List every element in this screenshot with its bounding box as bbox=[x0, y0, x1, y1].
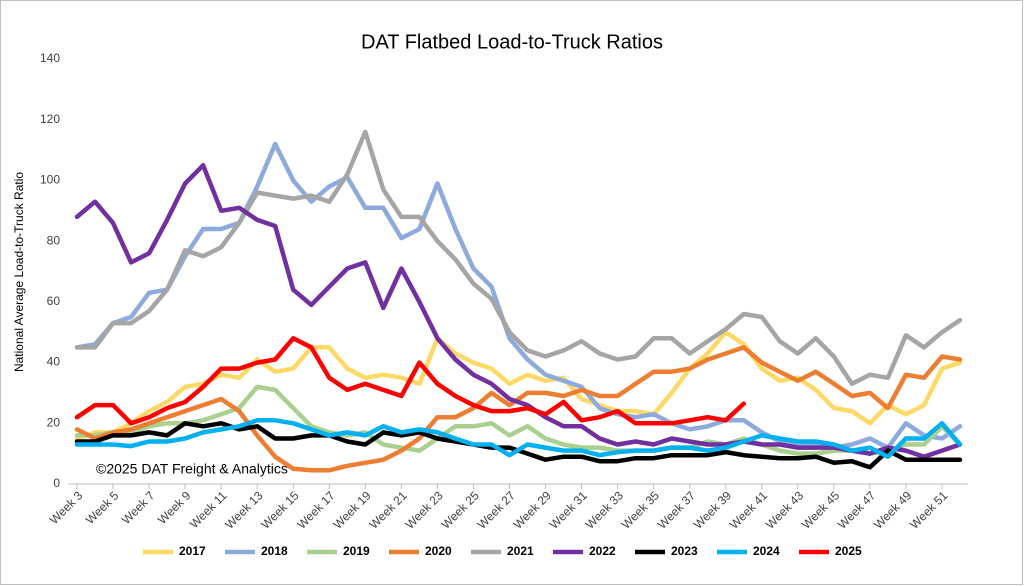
legend-label: 2017 bbox=[179, 544, 206, 558]
series-line bbox=[74, 163, 963, 459]
series-line bbox=[74, 329, 963, 441]
series-line bbox=[74, 336, 747, 426]
y-tick-label: 20 bbox=[47, 415, 61, 429]
y-tick-label: 120 bbox=[40, 112, 60, 126]
chart-title: DAT Flatbed Load-to-Truck Ratios bbox=[361, 31, 663, 53]
legend-label: 2018 bbox=[261, 544, 288, 558]
series-line bbox=[74, 418, 963, 459]
annotation: ©2025 DAT Freight & Analytics bbox=[96, 461, 288, 477]
y-tick-label: 80 bbox=[47, 233, 61, 247]
y-tick-label: 60 bbox=[47, 294, 61, 308]
legend-label: 2025 bbox=[835, 544, 862, 558]
series-line bbox=[74, 345, 963, 473]
y-tick-label: 40 bbox=[47, 355, 61, 369]
legend-label: 2020 bbox=[425, 544, 452, 558]
y-tick-label: 100 bbox=[40, 173, 60, 187]
legend-label: 2024 bbox=[753, 544, 780, 558]
y-tick-label: 140 bbox=[40, 51, 60, 65]
y-axis-label: National Average Load-to-Truck Ratio bbox=[12, 172, 26, 372]
series-line bbox=[74, 141, 963, 450]
legend-label: 2021 bbox=[507, 544, 534, 558]
series-line bbox=[74, 384, 963, 456]
legend-label: 2023 bbox=[671, 544, 698, 558]
legend-label: 2022 bbox=[589, 544, 616, 558]
series-line bbox=[74, 129, 963, 387]
y-tick-label: 0 bbox=[53, 476, 60, 490]
legend-label: 2019 bbox=[343, 544, 370, 558]
